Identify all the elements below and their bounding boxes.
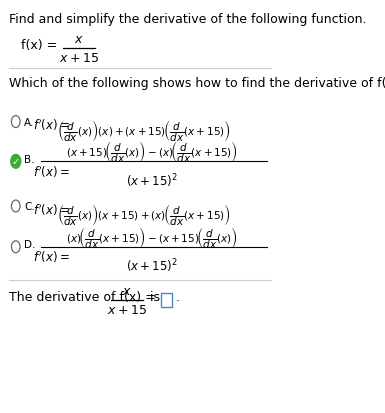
Text: $\left(\dfrac{d}{dx}(x)\right)(x + 15) + (x)\!\left(\dfrac{d}{dx}(x + 15)\right): $\left(\dfrac{d}{dx}(x)\right)(x + 15) +… [57, 202, 231, 228]
Text: $f'(x) = $: $f'(x) = $ [33, 202, 70, 217]
Text: ✓: ✓ [12, 157, 20, 167]
Text: $(x + 15)^2$: $(x + 15)^2$ [126, 257, 178, 275]
Text: $f'(x) = $: $f'(x) = $ [33, 249, 70, 265]
Text: The derivative of f(x) =: The derivative of f(x) = [8, 291, 159, 304]
Circle shape [11, 155, 21, 169]
Text: B.: B. [24, 155, 35, 165]
Text: $x + 15$: $x + 15$ [107, 304, 147, 317]
Text: $(x + 15)\!\left(\dfrac{d}{dx}(x)\right) - (x)\!\left(\dfrac{d}{dx}(x + 15)\righ: $(x + 15)\!\left(\dfrac{d}{dx}(x)\right)… [66, 139, 238, 165]
Text: is: is [146, 291, 164, 304]
Text: $x$: $x$ [122, 285, 132, 298]
Text: $\left(\dfrac{d}{dx}(x)\right)(x) + (x + 15)\!\left(\dfrac{d}{dx}(x + 15)\right): $\left(\dfrac{d}{dx}(x)\right)(x) + (x +… [57, 117, 231, 143]
Text: .: . [175, 291, 179, 304]
Text: $f'(x) = $: $f'(x) = $ [33, 117, 70, 133]
Text: C.: C. [24, 202, 35, 211]
Circle shape [12, 241, 20, 253]
Text: A.: A. [24, 117, 35, 127]
Circle shape [12, 116, 20, 128]
Text: $(x + 15)^2$: $(x + 15)^2$ [126, 172, 178, 190]
Text: D.: D. [24, 239, 36, 249]
Text: $(x)\!\left(\dfrac{d}{dx}(x + 15)\right) - (x + 15)\!\left(\dfrac{d}{dx}(x)\righ: $(x)\!\left(\dfrac{d}{dx}(x + 15)\right)… [66, 224, 238, 250]
Text: f(x) =: f(x) = [22, 39, 62, 52]
Circle shape [12, 201, 20, 212]
Text: $x + 15$: $x + 15$ [59, 52, 99, 65]
Text: Find and simplify the derivative of the following function.: Find and simplify the derivative of the … [8, 13, 366, 26]
Text: $x$: $x$ [74, 33, 84, 46]
Text: $f'(x) = $: $f'(x) = $ [33, 164, 70, 179]
Text: Which of the following shows how to find the derivative of f(x)?: Which of the following shows how to find… [8, 77, 385, 90]
FancyBboxPatch shape [161, 294, 172, 308]
